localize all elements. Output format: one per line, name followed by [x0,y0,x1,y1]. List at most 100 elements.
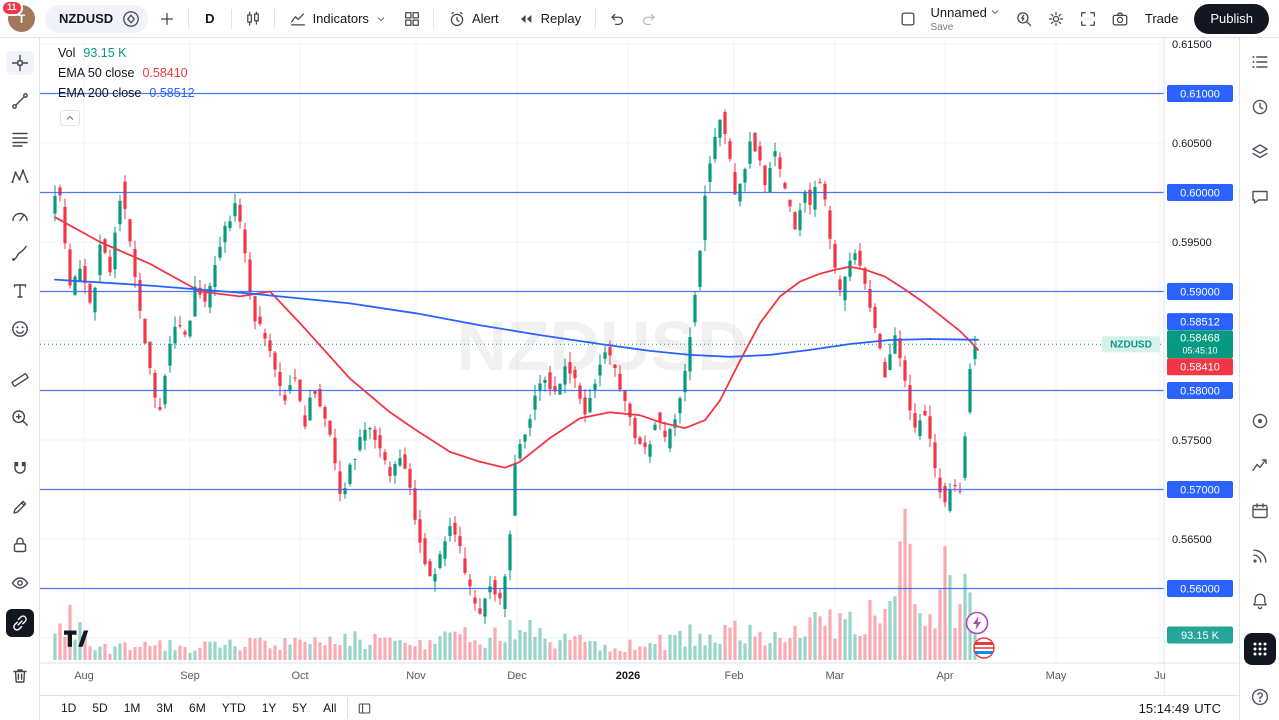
alert-clock-icon [448,10,466,28]
target-icon [1250,411,1270,431]
svg-text:0.58000: 0.58000 [1180,385,1220,397]
fib-icon [10,129,30,149]
svg-text:0.58468: 0.58468 [1180,333,1220,345]
svg-text:0.61500: 0.61500 [1172,39,1212,51]
replay-label: Replay [540,11,582,26]
ema200-legend-row[interactable]: EMA 200 close 0.58512 [58,86,195,100]
emoji-tool[interactable] [6,317,34,341]
hide-drawings-tool[interactable] [6,571,34,595]
layers-icon [1250,142,1270,162]
alert-button[interactable]: Alert [440,4,507,34]
price-chart[interactable]: NZDUSD NZDUSD 0.61500 0.60500 0.59500 0.57500… [40,38,1239,695]
drawing-toolbar [0,38,40,720]
grid-dots-icon [1250,639,1270,659]
lock-icon [10,535,30,555]
trend-line-tool[interactable] [6,89,34,113]
calendar-button[interactable] [1247,498,1273,524]
range-All-button[interactable]: All [316,699,343,717]
svg-text:Mar: Mar [826,670,845,682]
interval-button[interactable]: D [195,4,224,34]
redo-button[interactable] [634,4,664,34]
brush-tool[interactable] [6,241,34,265]
range-1Y-button[interactable]: 1Y [255,699,284,717]
eye-icon [10,573,30,593]
range-6M-button[interactable]: 6M [182,699,213,717]
range-YTD-button[interactable]: YTD [215,699,253,717]
avatar: T [17,11,26,26]
alerts-log-button[interactable] [1247,94,1273,120]
svg-text:Ju: Ju [1154,670,1166,682]
lock-drawings-tool[interactable] [6,533,34,557]
fullscreen-icon [1079,10,1097,28]
range-1D-button[interactable]: 1D [54,699,83,717]
measure-tool[interactable] [6,368,34,392]
undo-button[interactable] [602,4,632,34]
ema50-value: 0.58410 [142,66,188,80]
drawing-mode-tool[interactable] [6,495,34,519]
camera-icon [1111,10,1129,28]
volume-legend-row[interactable]: Vol 93.15 K [58,46,195,60]
remove-drawings-tool[interactable] [6,664,34,688]
clock-time: 15:14:49 [1138,700,1190,716]
ema200-label: EMA 200 close [58,86,142,100]
indicators-label: Indicators [312,11,369,26]
svg-text:2026: 2026 [616,670,640,682]
quick-search-button[interactable] [1009,4,1039,34]
clock-button[interactable]: 15:14:49 UTC [1133,700,1227,717]
volume-value: 93.15 K [83,46,127,60]
chart-area: NZDUSD NZDUSD 0.61500 0.60500 0.59500 0.57500… [40,38,1239,695]
alert-label: Alert [471,11,499,26]
range-5Y-button[interactable]: 5Y [285,699,314,717]
fib-retracement-tool[interactable] [6,127,34,151]
question-icon [1250,687,1270,707]
range-5D-button[interactable]: 5D [85,699,114,717]
layout-select-button[interactable] [893,4,923,34]
go-to-date-button[interactable] [352,698,376,718]
apps-grid-button[interactable] [1243,633,1276,665]
list-icon [1250,52,1270,72]
indicators-button[interactable]: Indicators [281,4,395,34]
layout-save-block: Unnamed Save [931,5,1001,33]
chat-button[interactable] [1247,184,1273,210]
magnet-tool[interactable] [6,457,34,481]
settings-button[interactable] [1041,4,1071,34]
collapse-legend-button[interactable] [60,110,80,126]
publish-button[interactable]: Publish [1194,3,1269,34]
prediction-measurement-tool[interactable] [6,203,34,227]
watchlist-button[interactable] [1247,49,1273,75]
rss-icon [1250,546,1270,566]
help-button[interactable] [1247,684,1273,710]
notifications-button[interactable] [1247,588,1273,614]
fullscreen-button[interactable] [1073,4,1103,34]
trending-ideas-button[interactable] [1247,453,1273,479]
range-1M-button[interactable]: 1M [117,699,148,717]
sync-drawings-tool[interactable] [5,609,34,637]
cursor-tool[interactable] [5,51,34,75]
symbol-search-button[interactable]: NZDUSD [45,4,149,33]
indicator-templates-button[interactable] [397,4,427,34]
object-tree-button[interactable] [1247,139,1273,165]
text-tool[interactable] [6,279,34,303]
trade-button[interactable]: Trade [1137,4,1186,34]
bell-icon [1250,591,1270,611]
news-button[interactable] [1247,543,1273,569]
data-window-button[interactable] [1247,408,1273,434]
divider [595,8,597,29]
screenshot-button[interactable] [1105,4,1135,34]
pattern-tool[interactable] [6,165,34,189]
chat-icon [1250,187,1270,207]
right-sidebar [1239,38,1279,720]
replay-button[interactable]: Replay [509,4,589,34]
save-button[interactable]: Save [930,21,954,33]
range-3M-button[interactable]: 3M [149,699,180,717]
trash-icon [10,666,30,686]
chart-type-button[interactable] [238,4,268,34]
ema50-legend-row[interactable]: EMA 50 close 0.58410 [58,66,195,80]
layout-name-button[interactable]: Unnamed [931,5,1001,20]
chart-column: NZDUSD NZDUSD 0.61500 0.60500 0.59500 0.57500… [40,38,1239,720]
user-menu-button[interactable]: T 11 [1,0,35,32]
zoom-tool[interactable] [6,406,34,430]
text-icon [10,281,30,301]
svg-text:93.15 K: 93.15 K [1181,630,1220,642]
ema50-label: EMA 50 close [58,66,135,80]
